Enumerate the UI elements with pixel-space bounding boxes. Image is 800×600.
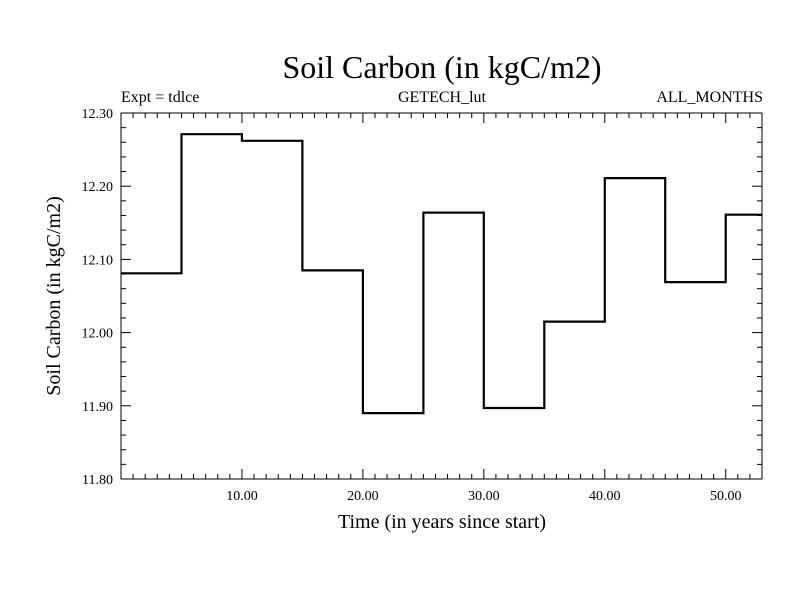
subtitle-center: GETECH_lut — [398, 89, 487, 106]
x-tick-label: 50.00 — [710, 489, 742, 504]
x-tick-label: 40.00 — [589, 489, 621, 504]
subtitle-left: Expt = tdlce — [121, 89, 199, 106]
y-axis-label: Soil Carbon (in kgC/m2) — [43, 196, 65, 395]
y-tick-label: 11.80 — [82, 473, 113, 488]
x-axis-label: Time (in years since start) — [338, 511, 546, 533]
axis-ticks — [120, 112, 763, 480]
y-tick-label: 11.90 — [82, 400, 113, 415]
series-group — [121, 133, 762, 415]
series-line — [121, 133, 762, 415]
y-tick-label: 12.00 — [82, 327, 114, 342]
subtitle-right: ALL_MONTHS — [656, 89, 763, 106]
plot-frame — [120, 112, 763, 480]
y-tick-label: 12.30 — [82, 107, 114, 122]
x-tick-label: 30.00 — [468, 489, 500, 504]
y-tick-label: 12.20 — [82, 180, 114, 195]
y-tick-label: 12.10 — [82, 253, 114, 268]
chart-title: Soil Carbon (in kgC/m2) — [282, 49, 601, 85]
x-tick-label: 10.00 — [226, 489, 258, 504]
x-tick-label: 20.00 — [347, 489, 379, 504]
tick-labels: 10.00 20.00 30.00 40.00 50.00 11.80 11.90 12.00… — [82, 107, 742, 504]
